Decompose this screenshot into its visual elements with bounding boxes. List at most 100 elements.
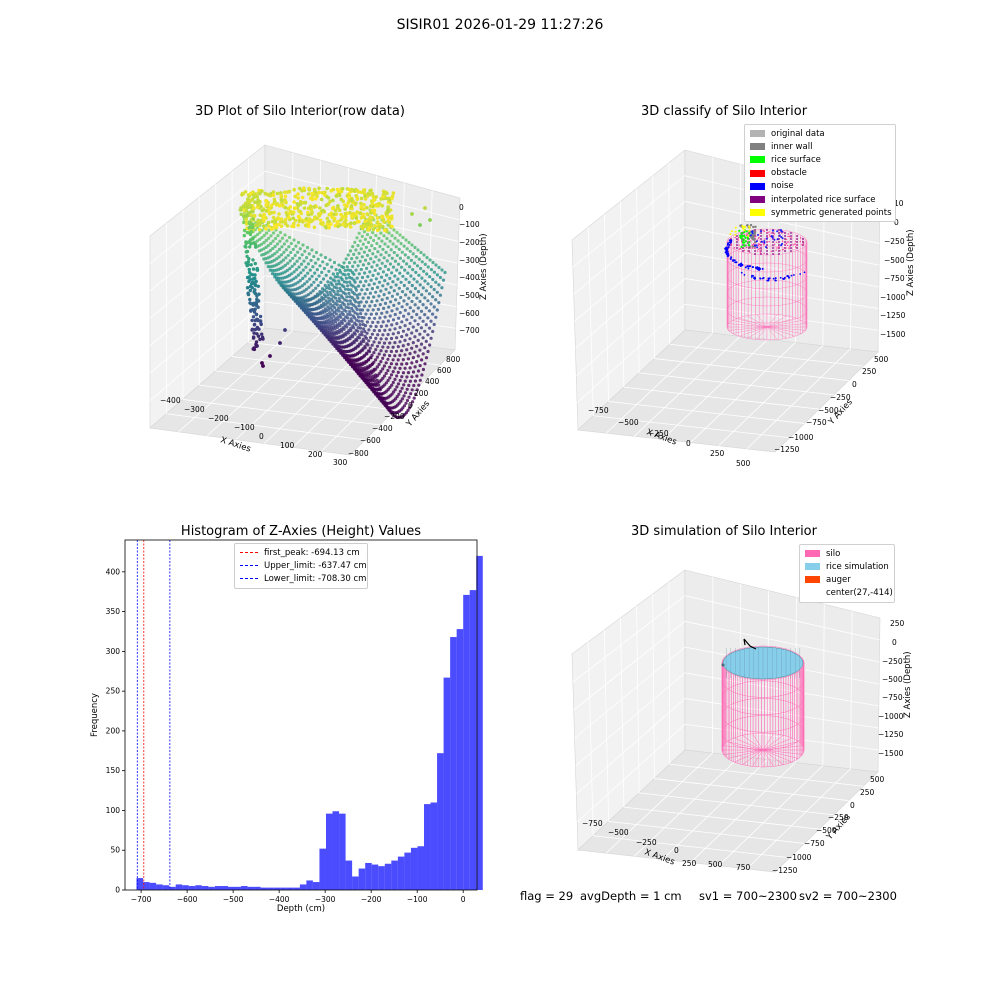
raw-data-point <box>246 292 251 297</box>
legend-entry: rice simulation <box>805 560 889 573</box>
raw-data-point <box>287 212 291 216</box>
raw-data-point <box>248 297 252 302</box>
raw-data-point <box>363 197 368 201</box>
raw-data-point <box>350 206 354 211</box>
raw-data-point <box>315 300 319 304</box>
raw-data-point <box>285 239 289 243</box>
raw-data-point <box>397 316 401 320</box>
noise-point <box>793 274 795 276</box>
x-tick: 0 <box>259 432 264 441</box>
raw-data-point <box>312 225 317 230</box>
z-tick: 0 <box>894 218 899 227</box>
raw-data-point <box>437 301 441 305</box>
grid-line <box>668 581 671 765</box>
raw-data-point <box>397 301 401 305</box>
raw-data-point <box>342 261 346 265</box>
raw-data-point <box>421 319 425 323</box>
silo-floor-line <box>728 323 768 328</box>
raw-data-point <box>363 292 367 296</box>
raw-data-point <box>428 218 432 222</box>
raw-data-point <box>328 302 332 306</box>
raw-data-point <box>308 298 312 302</box>
raw-data-point <box>343 273 347 277</box>
raw-data-point <box>336 189 341 194</box>
grid-line <box>669 343 864 367</box>
raw-data-point <box>371 320 375 324</box>
raw-data-point <box>374 255 378 259</box>
raw-data-point <box>401 344 405 348</box>
grid-line <box>669 763 864 787</box>
histogram-bar <box>221 886 228 890</box>
raw-data-point <box>296 273 300 277</box>
z-tick: −250 <box>882 657 903 666</box>
x-tick: 0 <box>686 439 691 448</box>
raw-data-point <box>330 297 334 301</box>
raw-data-point <box>428 275 432 279</box>
raw-data-point <box>409 290 413 294</box>
raw-data-point <box>325 319 329 323</box>
raw-data-point <box>371 231 375 235</box>
classify-plot-title: 3D classify of Silo Interior <box>640 104 808 119</box>
silo-floor-line <box>762 749 793 763</box>
raw-data-point <box>299 262 304 266</box>
raw-data-point <box>333 279 337 283</box>
raw-data-point <box>379 231 383 235</box>
raw-data-point <box>386 357 390 361</box>
interpolated-rice-surface-point <box>790 238 792 240</box>
raw-data-point <box>329 306 333 310</box>
histogram-bar <box>391 860 398 890</box>
classify-legend: original data inner wall rice surface obsta… <box>744 124 896 223</box>
raw-data-point <box>248 203 253 207</box>
raw-data-point <box>338 313 342 317</box>
raw-data-point <box>407 312 411 316</box>
raw-data-point <box>382 220 386 224</box>
raw-data-point <box>362 215 366 220</box>
raw-data-point <box>389 362 393 366</box>
grid-line <box>603 214 609 402</box>
raw-data-point <box>363 329 367 334</box>
raw-data-point <box>360 366 364 370</box>
raw-data-point <box>381 247 385 251</box>
raw-data-point <box>338 324 342 328</box>
raw-data-point <box>391 318 396 322</box>
raw-data-point <box>364 312 368 316</box>
raw-data-point <box>383 315 387 319</box>
silo-ring <box>726 245 808 273</box>
raw-data-point <box>318 292 322 296</box>
raw-data-point <box>292 238 296 242</box>
original-data-point <box>756 250 759 252</box>
raw-data-point <box>391 358 395 362</box>
raw-data-point <box>260 242 264 246</box>
raw-data-point <box>365 331 369 335</box>
raw-data-point <box>374 358 378 362</box>
raw-data-point <box>271 239 275 243</box>
raw-data-point <box>400 349 404 353</box>
noise-point <box>772 229 774 232</box>
raw-data-point <box>407 296 411 300</box>
raw-data-point <box>358 366 362 370</box>
original-data-point <box>781 249 784 251</box>
raw-data-point <box>371 308 375 312</box>
raw-data-point <box>273 236 278 241</box>
raw-data-point <box>355 318 359 322</box>
raw-data-point <box>354 305 358 309</box>
raw-data-point <box>264 227 268 231</box>
raw-data-point <box>330 283 334 287</box>
x-tick: 100 <box>280 441 295 450</box>
raw-data-point <box>373 379 377 383</box>
raw-data-point <box>356 362 360 366</box>
raw-data-point <box>378 303 382 307</box>
raw-data-point <box>257 292 261 296</box>
raw-data-point <box>268 248 272 253</box>
raw-data-point <box>323 307 327 311</box>
raw-data-point <box>374 348 378 352</box>
z-axis-label: Z Axies (Depth) <box>906 229 916 296</box>
raw-data-point <box>331 205 336 210</box>
raw-data-point <box>392 228 396 232</box>
original-data-point <box>758 247 761 250</box>
raw-data-point <box>440 268 444 272</box>
grid-line <box>623 386 820 410</box>
histogram-bar <box>384 863 392 890</box>
raw-data-point <box>288 267 292 271</box>
raw-data-point <box>343 211 348 216</box>
